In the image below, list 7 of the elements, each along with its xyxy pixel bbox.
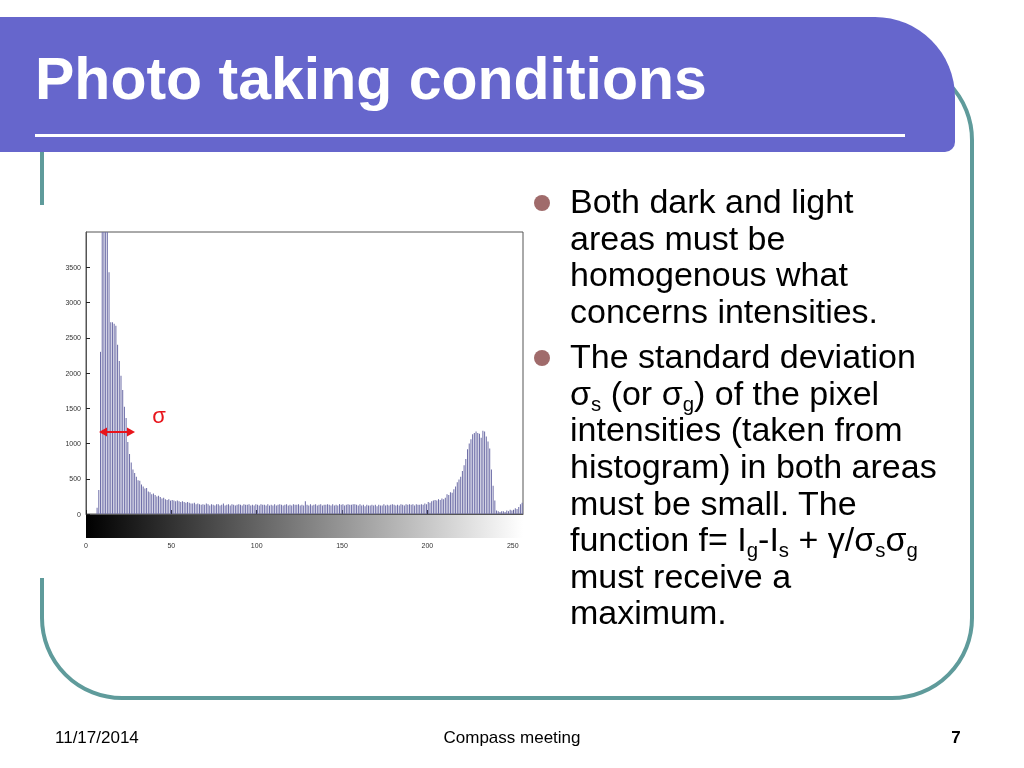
text: Both dark and light areas must be homogenous what concerns intensities. [570,182,880,330]
text: 11/17/2014 [55,728,140,747]
text: 7 [950,728,962,747]
text: Compass meeting [442,728,582,747]
text: The standard deviation σ$_{s}$ (or σ$_{g}$) of the pixel intensities (taken from histogram) in both areas must be small. The function f= I$_{g}$-I$_{s}$ + γ/σ$_{s}$σ$_{g}$ must receive a maximum. [570,337,937,632]
annotation: σ [152,402,167,428]
chart-title: Photo taking conditions [35,46,707,112]
